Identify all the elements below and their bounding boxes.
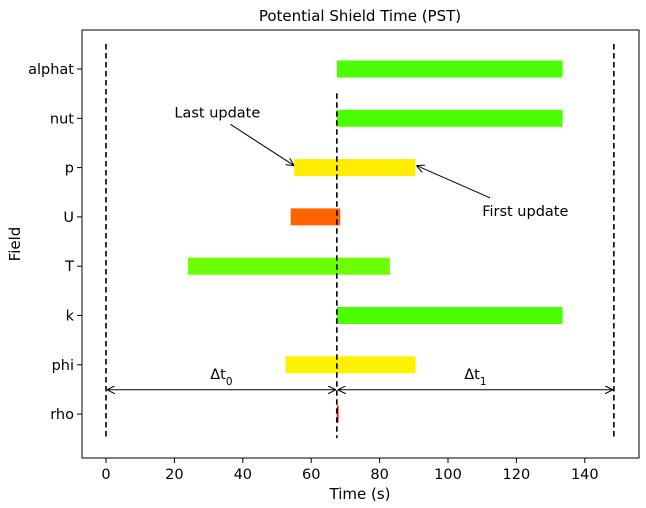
y-tick-label-U: U: [63, 210, 74, 226]
x-tick-label-40: 40: [234, 467, 252, 483]
y-tick-label-k: k: [66, 309, 75, 325]
plot-area-frame: [81, 29, 640, 459]
bar-phi: [285, 356, 416, 374]
bar-p: [294, 159, 416, 177]
annotation-1: First update: [482, 204, 568, 220]
x-tick-label-60: 60: [302, 467, 320, 483]
x-tick-label-0: 0: [101, 467, 110, 483]
y-tick-label-alphat: alphat: [28, 62, 74, 78]
x-tick-label-140: 140: [571, 467, 599, 483]
y-axis-label: Field: [6, 227, 24, 262]
y-tick-label-T: T: [64, 259, 74, 275]
x-tick-label-80: 80: [370, 467, 388, 483]
x-tick-label-100: 100: [434, 467, 462, 483]
x-axis-label: Time (s): [329, 485, 391, 503]
annotation-arrow-0: [230, 123, 294, 165]
bar-rho: [336, 405, 339, 423]
x-tick-label-120: 120: [503, 467, 531, 483]
span-label-1: Δt1: [464, 367, 486, 388]
bar-U: [290, 208, 341, 226]
bar-k: [336, 307, 563, 324]
span-label-0: Δt0: [210, 367, 232, 388]
annotation-0: Last update: [174, 105, 260, 121]
bar-T: [188, 257, 390, 275]
y-tick-label-nut: nut: [50, 111, 74, 127]
bar-alphat: [336, 60, 563, 78]
x-tick-label-20: 20: [165, 467, 183, 483]
bar-nut: [336, 109, 563, 127]
chart-title: Potential Shield Time (PST): [259, 7, 461, 25]
annotation-arrow-1: [417, 166, 491, 199]
y-tick-label-p: p: [65, 161, 74, 177]
y-tick-label-rho: rho: [50, 407, 74, 423]
y-tick-label-phi: phi: [52, 358, 74, 374]
